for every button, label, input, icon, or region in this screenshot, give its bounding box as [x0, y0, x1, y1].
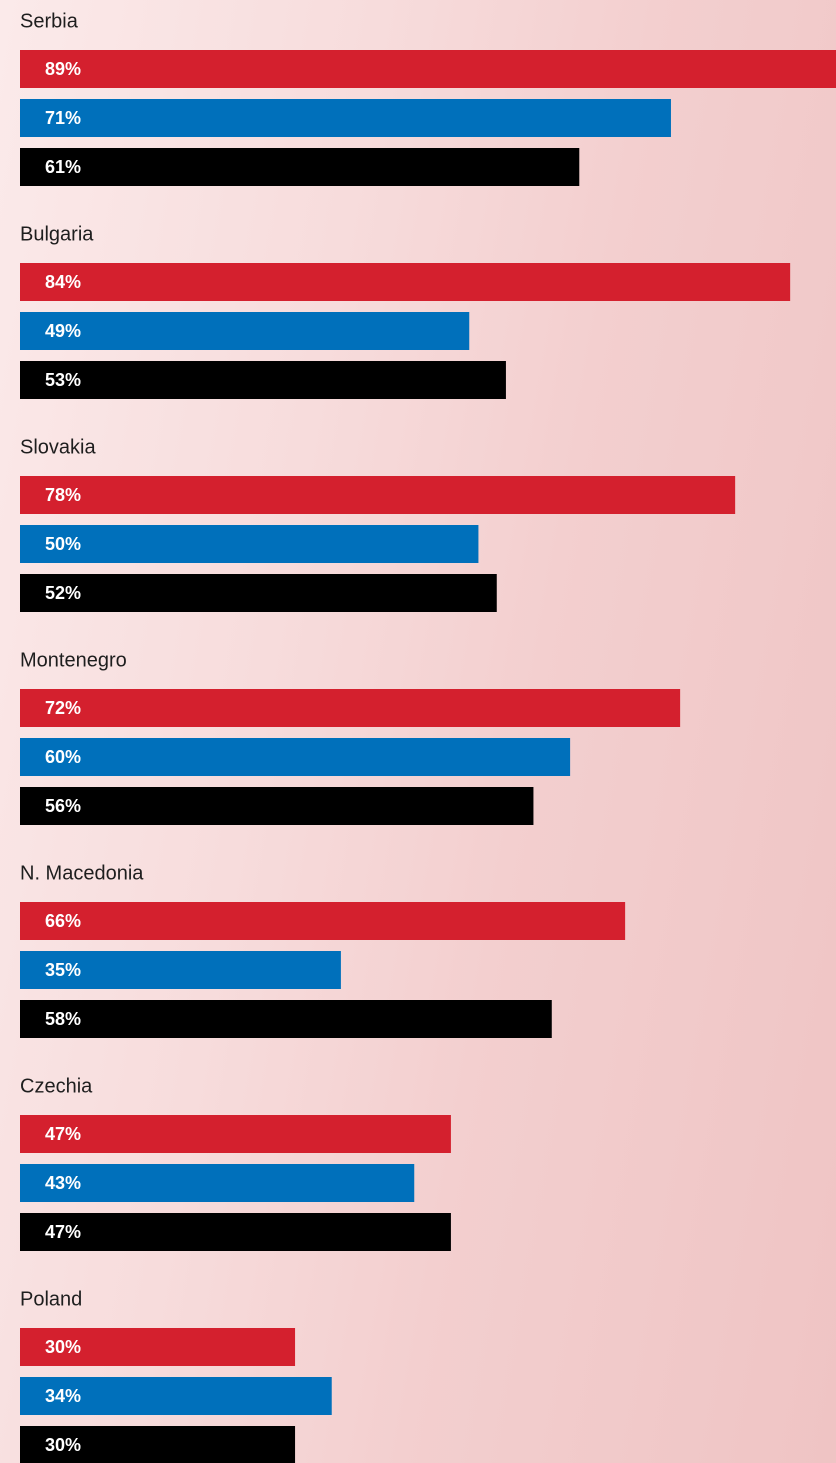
value-label: 66%: [45, 911, 81, 931]
value-label: 72%: [45, 698, 81, 718]
category-label: Czechia: [20, 1075, 93, 1097]
category-label: N. Macedonia: [20, 862, 144, 884]
value-label: 35%: [45, 960, 81, 980]
value-label: 53%: [45, 370, 81, 390]
bar: [20, 951, 341, 989]
value-label: 71%: [45, 108, 81, 128]
category-label: Montenegro: [20, 649, 127, 671]
value-label: 89%: [45, 59, 81, 79]
value-label: 60%: [45, 747, 81, 767]
value-label: 30%: [45, 1435, 81, 1455]
bar: [20, 99, 671, 137]
value-label: 30%: [45, 1337, 81, 1357]
bar: [20, 525, 479, 563]
value-label: 49%: [45, 321, 81, 341]
bar: [20, 50, 836, 88]
value-label: 47%: [45, 1222, 81, 1242]
bar: [20, 148, 580, 186]
category-label: Bulgaria: [20, 223, 94, 245]
bar: [20, 1328, 296, 1366]
bar: [20, 689, 681, 727]
value-label: 52%: [45, 583, 81, 603]
bar: [20, 1115, 451, 1153]
bar: [20, 1426, 296, 1463]
bar: [20, 574, 497, 612]
value-label: 34%: [45, 1386, 81, 1406]
bar: [20, 902, 626, 940]
value-label: 61%: [45, 157, 81, 177]
bar: [20, 738, 571, 776]
bar: [20, 263, 791, 301]
bar: [20, 787, 534, 825]
bar: [20, 1164, 415, 1202]
value-label: 50%: [45, 534, 81, 554]
value-label: 78%: [45, 485, 81, 505]
category-label: Slovakia: [20, 436, 96, 458]
value-label: 43%: [45, 1173, 81, 1193]
bar: [20, 1377, 332, 1415]
category-label: Serbia: [20, 10, 79, 32]
value-label: 84%: [45, 272, 81, 292]
bar: [20, 312, 470, 350]
category-label: Poland: [20, 1288, 82, 1310]
bar: [20, 1000, 552, 1038]
value-label: 47%: [45, 1124, 81, 1144]
bar: [20, 1213, 451, 1251]
value-label: 56%: [45, 796, 81, 816]
bar: [20, 361, 506, 399]
value-label: 58%: [45, 1009, 81, 1029]
bar: [20, 476, 736, 514]
